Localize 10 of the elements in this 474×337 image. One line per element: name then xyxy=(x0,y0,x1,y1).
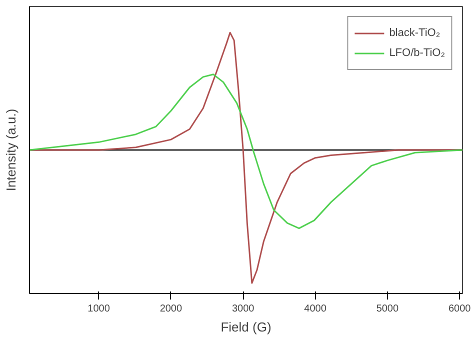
x-tick-label: 1000 xyxy=(88,304,110,314)
x-tick-label: 3000 xyxy=(232,304,255,314)
x-axis-title: Field (G) xyxy=(220,320,272,334)
x-tick-label: 6000 xyxy=(448,304,472,314)
legend-label: LFO/b-TiO₂ xyxy=(389,47,445,59)
legend-label: black-TiO₂ xyxy=(389,27,440,39)
y-axis-title: Intensity (a.u.) xyxy=(4,108,18,192)
x-tick-label: 5000 xyxy=(376,304,400,314)
x-tick-label: 4000 xyxy=(304,304,327,314)
x-tick-label: 2000 xyxy=(160,304,183,314)
